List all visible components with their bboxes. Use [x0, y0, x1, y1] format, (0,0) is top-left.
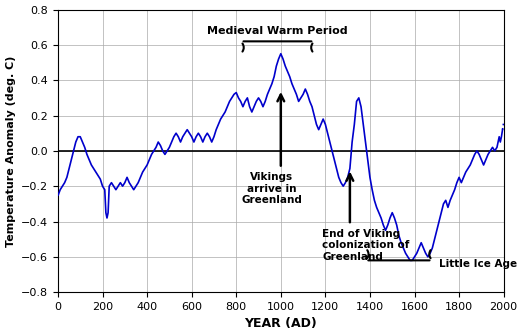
X-axis label: YEAR (AD): YEAR (AD) — [244, 318, 317, 330]
Text: Vikings
arrive in
Greenland: Vikings arrive in Greenland — [241, 172, 303, 205]
Text: End of Viking
colonization of
Greenland: End of Viking colonization of Greenland — [322, 228, 409, 262]
Text: Medieval Warm Period: Medieval Warm Period — [207, 26, 348, 36]
Text: Little Ice Age: Little Ice Age — [439, 259, 517, 269]
Y-axis label: Temperature Anomaly (deg. C): Temperature Anomaly (deg. C) — [6, 55, 15, 247]
